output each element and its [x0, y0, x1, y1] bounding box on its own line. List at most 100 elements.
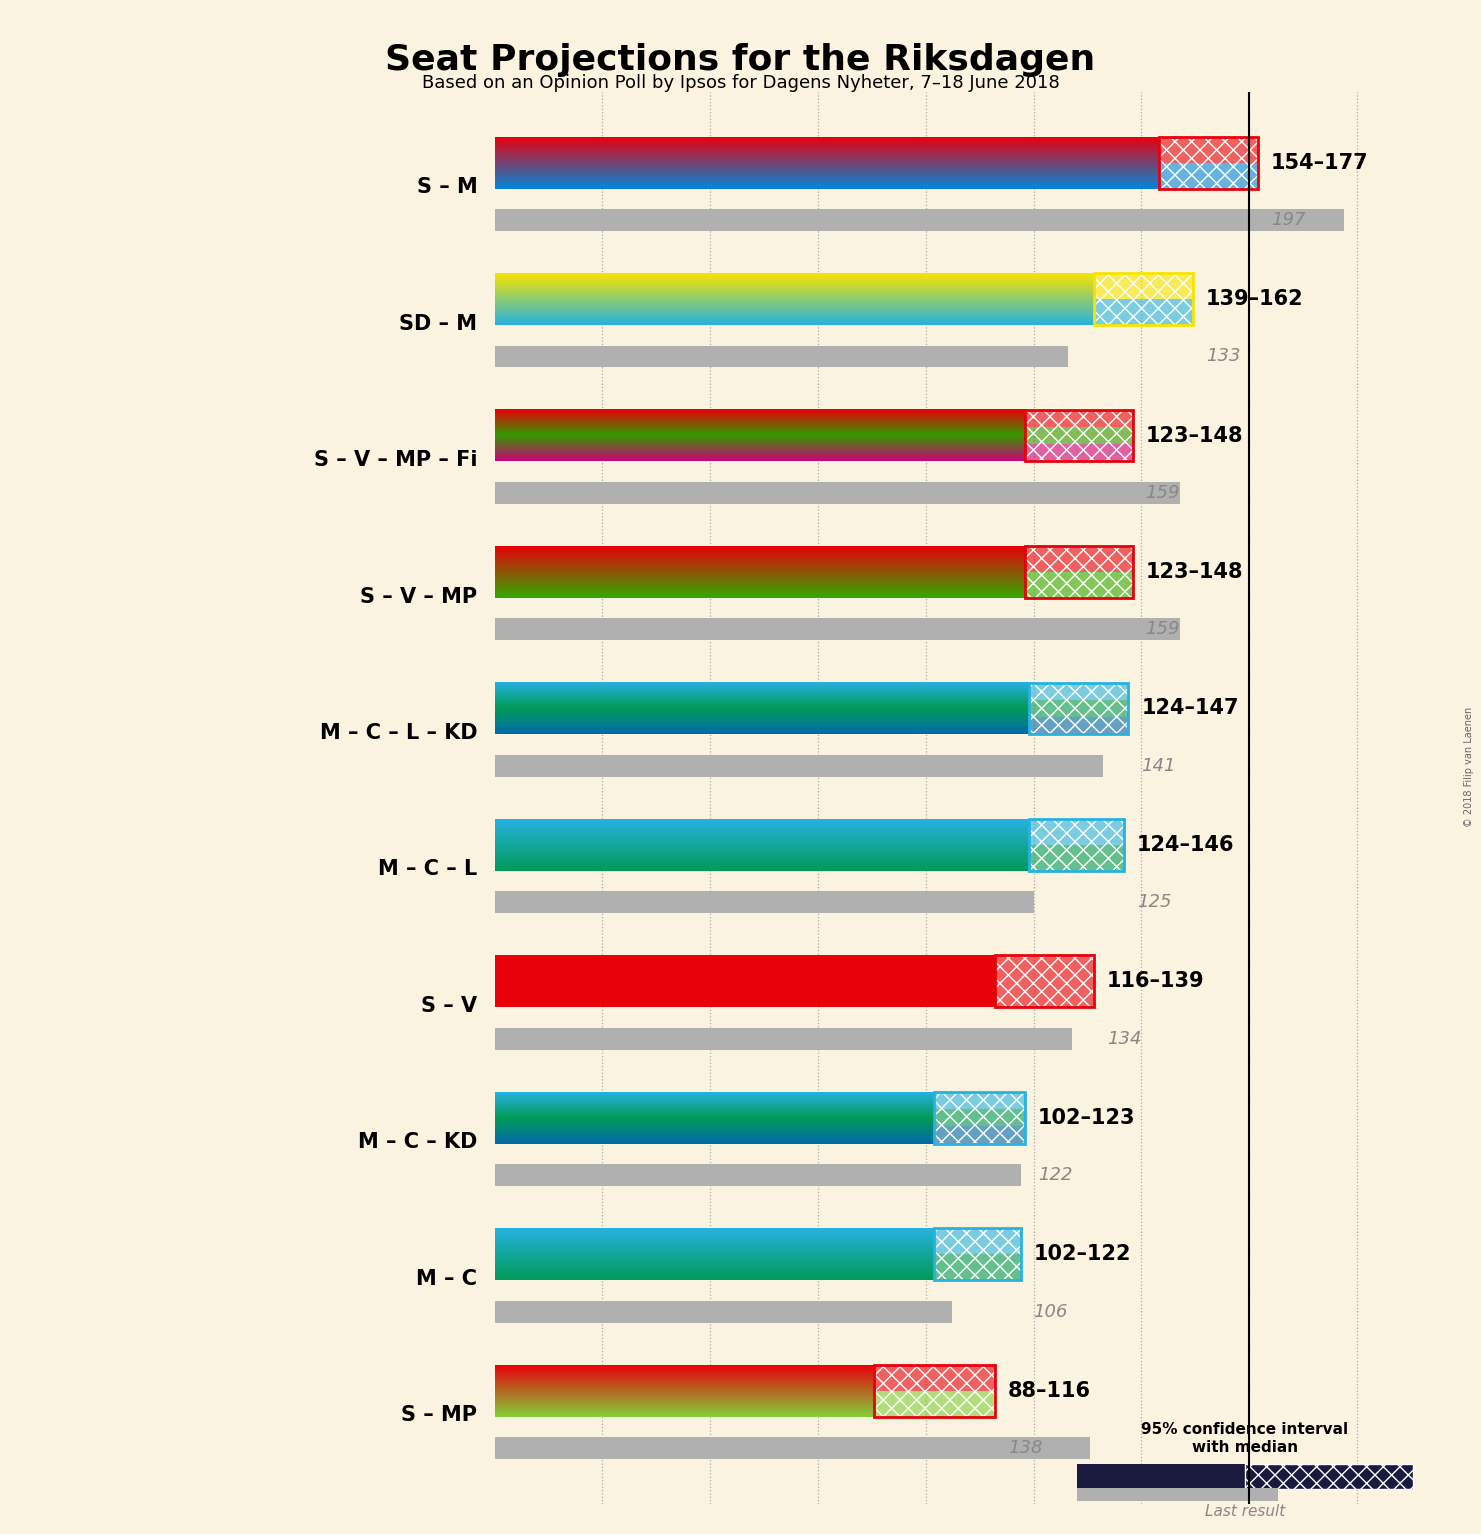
Text: M – C – L – KD: M – C – L – KD	[320, 723, 477, 742]
Text: S – V: S – V	[421, 996, 477, 1016]
Bar	[1029, 700, 1129, 716]
Bar	[1158, 137, 1257, 189]
Bar	[495, 618, 1180, 640]
Bar	[1158, 163, 1257, 189]
Text: S – M: S – M	[416, 178, 477, 198]
Text: 133: 133	[1206, 347, 1241, 365]
Bar	[1029, 683, 1129, 700]
Bar	[1025, 546, 1133, 598]
Text: Last result: Last result	[1204, 1503, 1286, 1519]
Text: Seat Projections for the Riksdagen: Seat Projections for the Riksdagen	[385, 43, 1096, 77]
Bar	[874, 1391, 995, 1417]
Bar	[935, 1109, 1025, 1126]
Text: 116–139: 116–139	[1106, 971, 1204, 991]
Text: SD – M: SD – M	[400, 313, 477, 334]
Bar	[495, 891, 1034, 913]
Bar	[1158, 137, 1257, 163]
Bar	[1025, 546, 1133, 572]
Text: 123–148: 123–148	[1146, 425, 1243, 445]
Bar	[1025, 410, 1133, 426]
Text: S – V – MP: S – V – MP	[360, 586, 477, 606]
Text: 106: 106	[1034, 1302, 1068, 1321]
Bar	[1094, 273, 1194, 325]
Bar	[1094, 273, 1194, 299]
Bar	[495, 1301, 952, 1322]
Bar	[1077, 1488, 1278, 1502]
Bar	[1025, 410, 1133, 426]
Bar	[1029, 819, 1124, 871]
Bar	[935, 1255, 1020, 1281]
Bar	[935, 1092, 1025, 1144]
Text: 102–123: 102–123	[1038, 1108, 1136, 1127]
Bar	[935, 1229, 1020, 1281]
Bar	[1158, 137, 1257, 163]
Bar	[935, 1126, 1025, 1144]
Bar	[935, 1092, 1025, 1109]
Text: 138: 138	[1007, 1439, 1043, 1457]
Bar	[1029, 819, 1124, 845]
Bar	[995, 956, 1094, 1008]
Bar	[874, 1365, 995, 1391]
Bar	[935, 1126, 1025, 1144]
Text: 124–146: 124–146	[1137, 834, 1235, 854]
Bar	[1025, 426, 1133, 445]
Bar	[995, 956, 1094, 1008]
Bar	[495, 755, 1102, 776]
Bar	[1025, 445, 1133, 462]
Bar	[935, 1255, 1020, 1281]
Bar	[1077, 1465, 1246, 1490]
Text: 197: 197	[1271, 212, 1305, 229]
Bar	[1029, 845, 1124, 871]
Text: 134: 134	[1106, 1029, 1142, 1048]
Bar	[495, 956, 995, 1008]
Text: S – MP: S – MP	[401, 1405, 477, 1425]
Text: 159: 159	[1146, 483, 1180, 502]
Bar	[935, 1229, 1020, 1255]
Bar	[495, 482, 1180, 503]
Text: © 2018 Filip van Laenen: © 2018 Filip van Laenen	[1463, 707, 1474, 827]
Text: 125: 125	[1137, 893, 1171, 911]
Text: 88–116: 88–116	[1007, 1381, 1090, 1401]
Text: 139–162: 139–162	[1206, 288, 1303, 310]
Bar	[1029, 716, 1129, 735]
Bar	[495, 209, 1343, 232]
Text: M – C – KD: M – C – KD	[358, 1132, 477, 1152]
Bar	[874, 1391, 995, 1417]
Text: Based on an Opinion Poll by Ipsos for Dagens Nyheter, 7–18 June 2018: Based on an Opinion Poll by Ipsos for Da…	[422, 74, 1059, 92]
Bar	[1025, 572, 1133, 598]
Bar	[1094, 299, 1194, 325]
Text: S – V – MP – Fi: S – V – MP – Fi	[314, 449, 477, 469]
Bar	[495, 345, 1068, 367]
Bar	[1029, 845, 1124, 871]
Bar	[1094, 299, 1194, 325]
Text: M – C: M – C	[416, 1269, 477, 1289]
Bar	[935, 1092, 1025, 1109]
Bar	[1029, 716, 1129, 735]
Text: 141: 141	[1142, 756, 1176, 775]
Text: 102–122: 102–122	[1034, 1244, 1131, 1264]
Bar	[1158, 163, 1257, 189]
Bar	[1025, 546, 1133, 572]
Text: 154–177: 154–177	[1271, 153, 1368, 173]
Bar	[1025, 445, 1133, 462]
Bar	[495, 1028, 1072, 1049]
Text: 159: 159	[1146, 620, 1180, 638]
Text: 122: 122	[1038, 1166, 1072, 1184]
Bar	[1029, 683, 1129, 700]
Bar	[874, 1365, 995, 1417]
Bar	[874, 1365, 995, 1391]
Bar	[1029, 700, 1129, 716]
Text: 123–148: 123–148	[1146, 561, 1243, 581]
Bar	[1246, 1465, 1413, 1490]
Bar	[1029, 683, 1129, 735]
Bar	[1029, 819, 1124, 845]
Bar	[935, 1229, 1020, 1255]
Bar	[495, 1164, 1020, 1186]
Bar	[995, 956, 1094, 1008]
Text: M – C – L: M – C – L	[378, 859, 477, 879]
Text: 124–147: 124–147	[1142, 698, 1238, 718]
Text: 95% confidence interval
with median: 95% confidence interval with median	[1142, 1422, 1348, 1454]
Bar	[1025, 410, 1133, 462]
Bar	[1025, 426, 1133, 445]
Bar	[935, 1109, 1025, 1126]
